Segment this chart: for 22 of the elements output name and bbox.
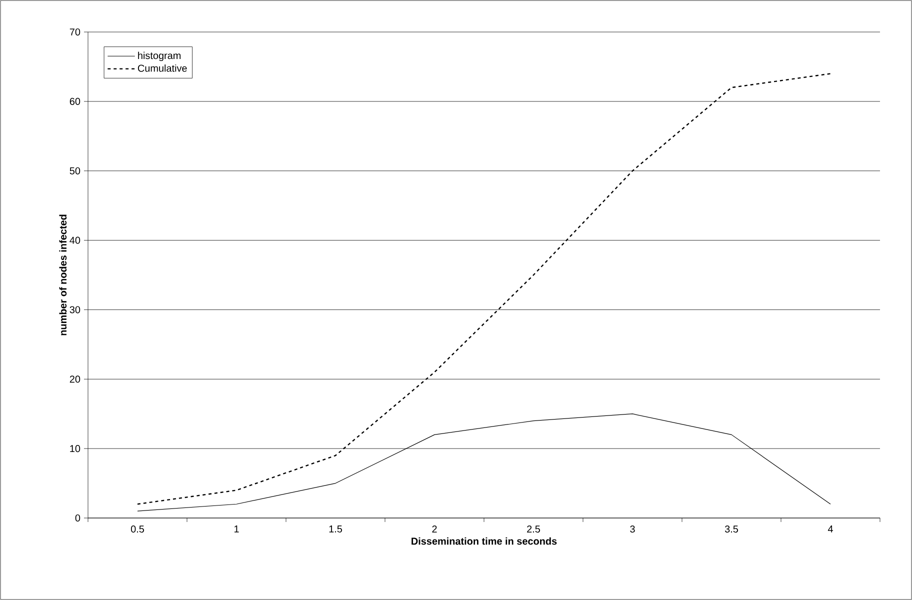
y-tick-label: 70 bbox=[70, 28, 80, 36]
line-series bbox=[136, 73, 832, 505]
y-tick-label: 40 bbox=[70, 236, 80, 244]
x-tick-label: 1.5 bbox=[329, 526, 342, 532]
y-axis-title: number of nodes infected bbox=[59, 214, 67, 336]
y-tick-label: 30 bbox=[70, 306, 80, 314]
x-tick-label: 0.5 bbox=[130, 526, 144, 533]
x-axis-title: Dissemination time in seconds bbox=[412, 537, 557, 545]
x-tick-label: 2.5 bbox=[527, 526, 540, 533]
x-tick-label: 1 bbox=[234, 526, 239, 532]
y-tick-label: 0 bbox=[75, 514, 80, 522]
x-tick-label: 4 bbox=[828, 526, 833, 532]
x-tick-label: 2 bbox=[432, 526, 437, 532]
y-tick-label: 50 bbox=[70, 167, 80, 174]
x-tick-label: 3 bbox=[630, 526, 635, 533]
y-tick-label: 60 bbox=[70, 98, 80, 105]
line-series bbox=[137, 414, 831, 512]
y-tick-label: 10 bbox=[70, 445, 80, 452]
x-tick-label: 3.5 bbox=[724, 526, 738, 533]
legend-label: histogram bbox=[138, 52, 181, 62]
legend-label: Cumulative bbox=[138, 64, 187, 72]
y-tick-label: 20 bbox=[70, 376, 80, 383]
